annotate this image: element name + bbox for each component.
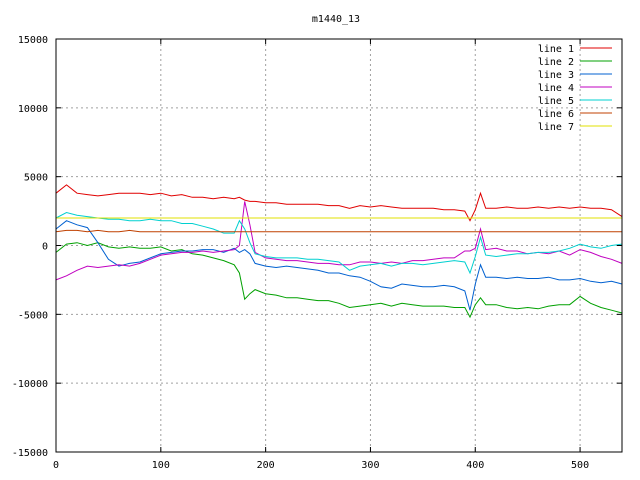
legend-label: line 6 xyxy=(538,109,574,120)
legend: line 1 line 2 line 3 line 4 line 5 line 6 line… xyxy=(538,44,612,133)
y-tick-label: 5000 xyxy=(24,173,48,184)
y-tick-label: 0 xyxy=(42,242,48,253)
series-line-3 xyxy=(55,220,623,311)
x-tick-label: 200 xyxy=(257,460,275,471)
series-line-5 xyxy=(55,211,623,275)
y-tick-label: -5000 xyxy=(18,310,48,321)
series-line-4 xyxy=(55,201,623,281)
legend-label: line 7 xyxy=(538,122,574,133)
y-tick-label: -15000 xyxy=(12,448,48,459)
x-tick-label: 100 xyxy=(152,460,170,471)
y-tick-label: -10000 xyxy=(12,379,48,390)
series-line-1 xyxy=(55,184,623,222)
x-tick-label: 400 xyxy=(466,460,484,471)
legend-label: line 1 xyxy=(538,44,574,55)
series-line-2 xyxy=(55,242,623,319)
grid xyxy=(56,39,622,452)
legend-label: line 4 xyxy=(538,83,574,94)
x-tick-label: 0 xyxy=(53,460,59,471)
y-tick-label: 10000 xyxy=(18,104,48,115)
y-tick-label: 15000 xyxy=(18,35,48,46)
x-tick-label: 500 xyxy=(571,460,589,471)
chart-title: m1440_13 xyxy=(312,14,360,25)
series-lines xyxy=(55,184,623,319)
series-line-6 xyxy=(55,229,622,233)
x-tick-label: 300 xyxy=(361,460,379,471)
legend-label: line 5 xyxy=(538,96,574,107)
legend-label: line 2 xyxy=(538,57,574,68)
legend-label: line 3 xyxy=(538,70,574,81)
axis-ticks: 0 100 200 300 400 500 -15000 -10000 -5000 0 5000 10… xyxy=(12,35,622,471)
